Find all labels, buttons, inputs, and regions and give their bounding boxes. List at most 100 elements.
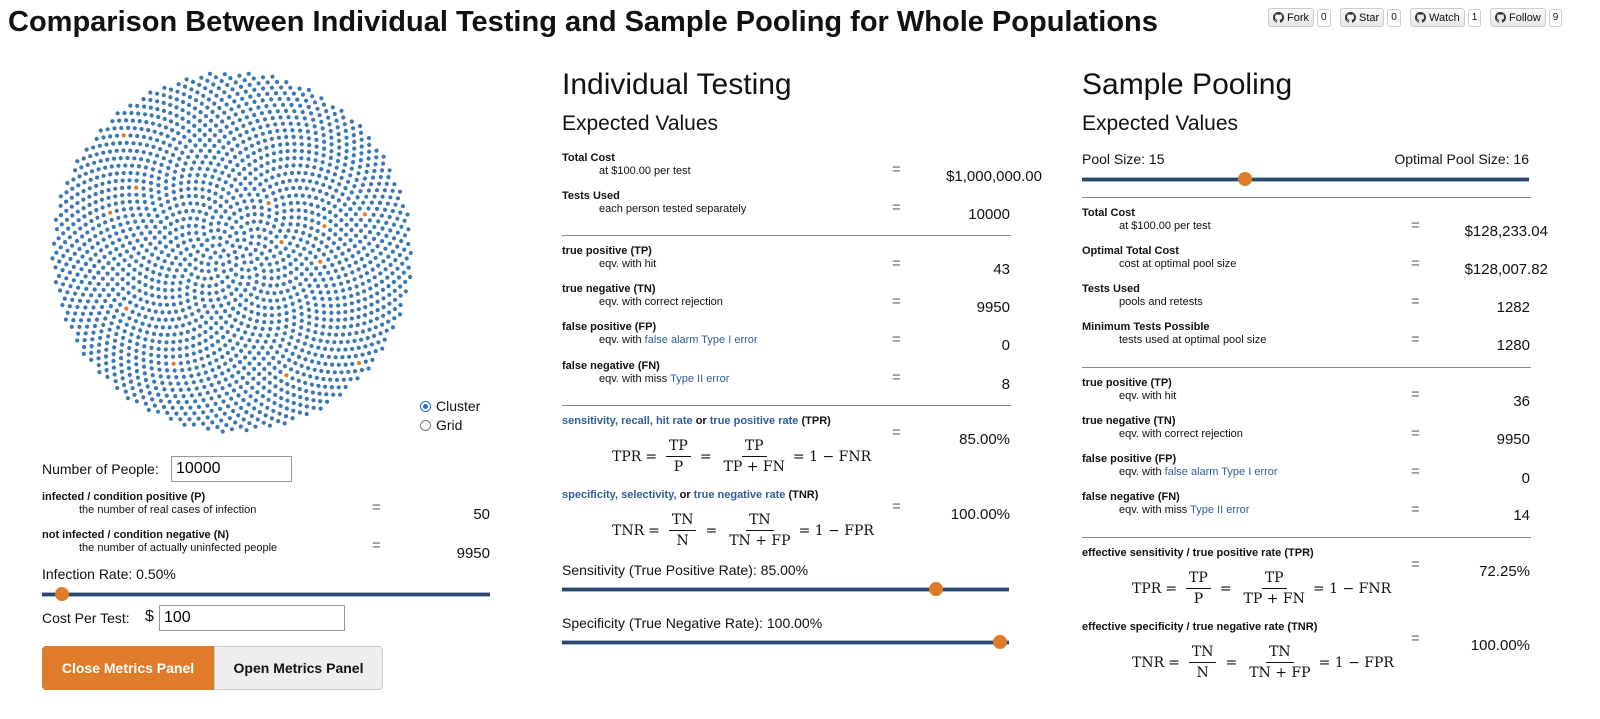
person-dot <box>283 171 288 176</box>
person-dot <box>146 128 151 133</box>
person-dot <box>381 296 386 301</box>
person-dot <box>113 379 118 384</box>
person-dot <box>331 241 336 246</box>
github-fork-button[interactable]: Fork <box>1268 8 1314 27</box>
person-dot <box>279 395 284 401</box>
person-dot <box>95 175 100 180</box>
person-dot <box>219 214 224 219</box>
view-mode-grid[interactable]: Grid <box>420 417 480 433</box>
person-dot <box>196 416 201 421</box>
person-dot <box>162 116 167 122</box>
formula-lhs: TNR <box>1132 654 1165 671</box>
person-dot <box>261 268 266 273</box>
github-fork[interactable]: Fork 0 <box>1268 8 1331 27</box>
github-star-button[interactable]: Star <box>1340 8 1385 27</box>
person-dot <box>126 352 131 357</box>
person-dot <box>304 186 309 191</box>
person-dot <box>105 282 110 287</box>
github-star[interactable]: Star 0 <box>1340 8 1401 27</box>
person-dot <box>82 180 87 185</box>
person-dot <box>72 230 77 235</box>
fn-desc-link[interactable]: Type II error <box>670 373 730 385</box>
cost-per-test-input[interactable] <box>159 605 345 631</box>
person-dot <box>209 334 214 340</box>
person-dot <box>305 240 310 245</box>
person-dot <box>199 75 204 80</box>
person-dot <box>223 180 228 185</box>
person-dot <box>301 178 306 183</box>
view-mode-cluster[interactable]: Cluster <box>420 398 480 414</box>
github-follow[interactable]: Follow 9 <box>1490 8 1563 27</box>
person-dot <box>91 305 96 310</box>
infection-rate-slider-track[interactable] <box>42 592 490 597</box>
person-dot <box>223 209 228 214</box>
person-dot <box>119 342 125 347</box>
person-dot <box>280 121 285 126</box>
person-dot <box>193 223 198 228</box>
person-dot <box>195 216 200 221</box>
person-dot <box>233 420 238 425</box>
person-dot <box>288 262 293 267</box>
pool-size-slider-track[interactable] <box>1082 177 1529 182</box>
tests-used-desc: pools and retests <box>1119 296 1203 308</box>
infection-rate-slider-thumb[interactable] <box>55 587 69 601</box>
person-dot <box>198 110 203 115</box>
tpr-link2[interactable]: true positive rate <box>709 415 799 427</box>
person-dot <box>77 174 82 179</box>
person-dot <box>356 345 361 350</box>
person-dot <box>294 178 299 183</box>
person-dot <box>118 156 123 161</box>
person-dot <box>85 162 90 167</box>
person-dot <box>50 256 55 261</box>
person-dot <box>82 338 87 343</box>
person-dot <box>372 333 377 338</box>
radio-unchecked-icon[interactable] <box>420 419 431 431</box>
person-dot <box>198 349 203 354</box>
person-dot <box>305 301 310 306</box>
person-dot <box>244 205 249 210</box>
tnr-link[interactable]: specificity, selectivity, <box>562 489 677 501</box>
tnr-link2[interactable]: true negative rate <box>693 489 786 501</box>
person-dot <box>201 93 206 98</box>
fn-desc-link[interactable]: Type II error <box>1190 504 1250 516</box>
github-watch[interactable]: Watch 1 <box>1410 8 1482 27</box>
person-dot <box>170 281 175 286</box>
github-follow-button[interactable]: Follow <box>1490 8 1546 27</box>
github-watch-button[interactable]: Watch <box>1410 8 1465 27</box>
person-dot <box>306 87 311 93</box>
person-dot <box>316 345 321 350</box>
pool-size-slider-thumb[interactable] <box>1238 172 1252 186</box>
number-of-people-input[interactable] <box>171 456 292 482</box>
person-dot <box>236 413 241 418</box>
tpr-link[interactable]: sensitivity, recall, hit rate <box>562 415 693 427</box>
radio-checked-icon[interactable] <box>420 400 431 412</box>
person-dot <box>233 317 238 323</box>
sensitivity-slider-track[interactable] <box>562 587 1009 592</box>
person-dot <box>176 82 181 87</box>
person-dot <box>192 114 197 119</box>
person-dot <box>373 255 378 261</box>
fp-desc-link[interactable]: false alarm Type I error <box>644 334 758 346</box>
person-dot <box>372 275 377 280</box>
person-dot <box>92 323 98 329</box>
specificity-slider-track[interactable] <box>562 640 1009 645</box>
person-dot <box>294 115 299 120</box>
equals-sign: = <box>372 499 381 516</box>
person-dot <box>351 133 356 138</box>
person-dot <box>108 250 113 255</box>
person-dot <box>252 356 257 361</box>
close-metrics-panel-button[interactable]: Close Metrics Panel <box>42 646 214 690</box>
person-dot <box>79 279 84 284</box>
person-dot <box>278 115 283 120</box>
numerator: TN <box>1266 644 1294 663</box>
person-dot <box>366 188 371 193</box>
fp-desc-link[interactable]: false alarm Type I error <box>1164 466 1278 478</box>
person-dot <box>272 400 277 406</box>
person-dot <box>159 203 164 208</box>
sensitivity-slider-thumb[interactable] <box>929 582 943 596</box>
specificity-slider-thumb[interactable] <box>993 635 1007 649</box>
open-metrics-panel-button[interactable]: Open Metrics Panel <box>214 646 383 690</box>
person-dot <box>243 89 248 94</box>
person-dot <box>143 236 148 241</box>
pooling-tn-value: 9950 <box>1496 431 1530 448</box>
